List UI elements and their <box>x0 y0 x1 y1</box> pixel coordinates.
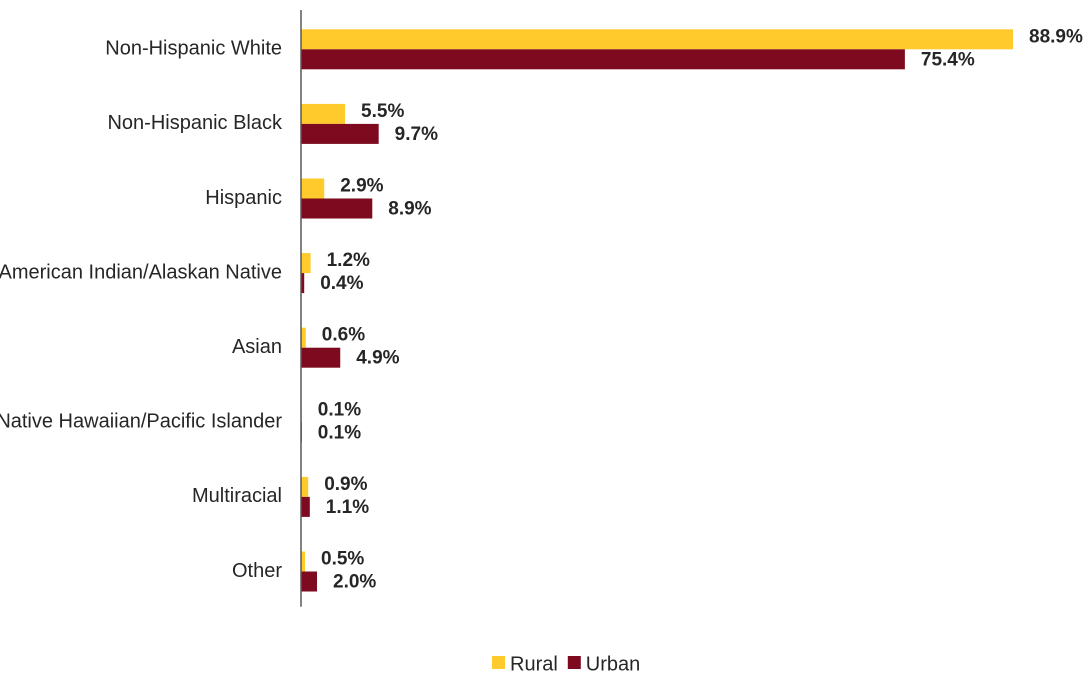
category-label-asian: Asian <box>232 336 282 358</box>
data-label-rural-native-hawaiian-pacific-islander: 0.1% <box>318 399 361 420</box>
bar-rural-asian <box>301 327 306 348</box>
data-label-rural-multiracial: 0.9% <box>324 474 367 495</box>
legend-label-urban: Urban <box>586 653 640 675</box>
data-label-urban-hispanic: 8.9% <box>388 199 431 220</box>
bar-urban-american-indian-alaskan-native <box>301 273 305 294</box>
bar-rural-other <box>301 551 306 572</box>
data-label-rural-asian: 0.6% <box>322 325 365 346</box>
data-label-rural-hispanic: 2.9% <box>340 176 383 197</box>
category-label-other: Other <box>232 560 282 582</box>
category-label-non-hispanic-black: Non-Hispanic Black <box>107 112 283 134</box>
bar-urban-multiracial <box>301 496 310 517</box>
data-label-urban-non-hispanic-black: 9.7% <box>395 124 438 145</box>
data-label-urban-american-indian-alaskan-native: 0.4% <box>320 273 363 294</box>
bar-urban-non-hispanic-white <box>301 49 905 70</box>
category-labels: Non-Hispanic White Non-Hispanic Black Hisp… <box>0 38 283 582</box>
data-label-rural-american-indian-alaskan-native: 1.2% <box>327 250 370 271</box>
data-label-rural-other: 0.5% <box>321 549 364 570</box>
bar-rural-multiracial <box>301 476 309 497</box>
bars <box>301 29 1013 592</box>
data-label-urban-asian: 4.9% <box>356 348 399 369</box>
bar-rural-american-indian-alaskan-native <box>301 253 311 274</box>
data-label-urban-multiracial: 1.1% <box>326 497 369 518</box>
data-label-urban-other: 2.0% <box>333 572 376 593</box>
legend: Rural Urban <box>492 653 640 675</box>
category-label-american-indian-alaskan-native: American Indian/Alaskan Native <box>0 261 282 283</box>
bar-urban-non-hispanic-black <box>301 123 379 144</box>
data-labels: 88.9% 75.4% 5.5%9.7% 2.9%8.9% 1.2%0.4% 0.6%4.… <box>318 26 1083 592</box>
bar-urban-other <box>301 571 318 592</box>
category-label-non-hispanic-white: Non-Hispanic White <box>105 38 282 60</box>
bar-rural-non-hispanic-white <box>301 29 1013 50</box>
category-label-hispanic: Hispanic <box>205 187 282 209</box>
bar-rural-non-hispanic-black <box>301 103 346 124</box>
data-label-urban-native-hawaiian-pacific-islander: 0.1% <box>318 422 361 443</box>
category-label-native-hawaiian-pacific-islander: Native Hawaiian/Pacific Islander <box>0 411 282 433</box>
category-label-multiracial: Multiracial <box>192 485 282 507</box>
legend-swatch-urban <box>567 656 581 669</box>
data-label-rural-non-hispanic-black: 5.5% <box>361 101 404 122</box>
bar-urban-hispanic <box>301 198 373 219</box>
bar-urban-asian <box>301 347 341 368</box>
legend-label-rural: Rural <box>510 653 558 675</box>
data-label-urban-non-hispanic-white: 75.4% <box>921 49 975 70</box>
data-label-rural-non-hispanic-white: 88.9% <box>1029 26 1083 47</box>
legend-swatch-rural <box>492 656 505 669</box>
bar-rural-hispanic <box>301 178 325 199</box>
